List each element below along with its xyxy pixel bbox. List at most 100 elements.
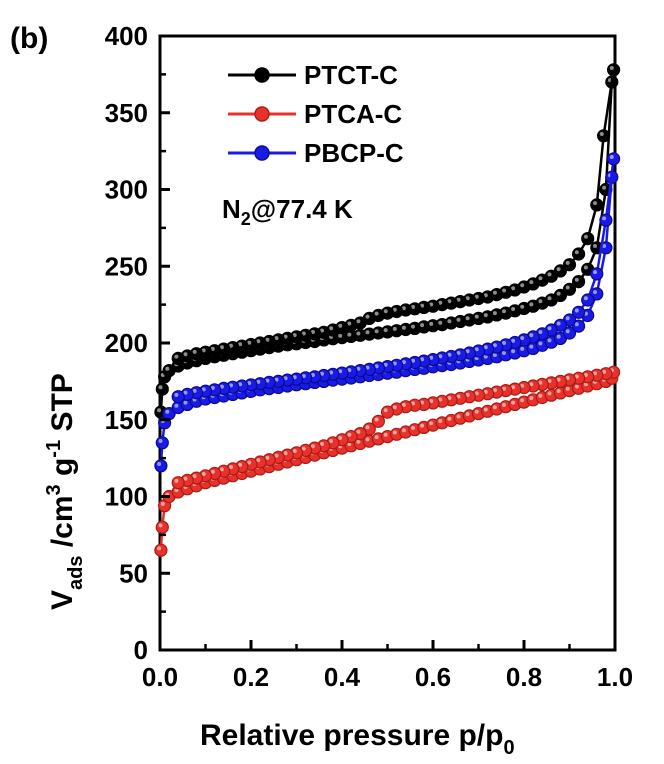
ptct-c-point-highlight xyxy=(538,276,543,281)
pbcp-c-point-highlight xyxy=(593,290,597,295)
ptct-c-point-highlight xyxy=(411,324,415,329)
pbcp-c-point-highlight xyxy=(447,352,452,357)
ptca-c-point-highlight xyxy=(565,386,570,391)
pbcp-c-point-highlight xyxy=(157,462,162,466)
pbcp-c-point-highlight xyxy=(174,403,179,408)
pbcp-c-point-highlight xyxy=(438,354,443,359)
ptct-c-point-highlight xyxy=(565,285,570,290)
pbcp-c-point-highlight xyxy=(547,326,552,331)
ptct-c-point-highlight xyxy=(520,304,525,309)
ptca-c-point-highlight xyxy=(365,437,370,442)
legend-marker-ptct-c xyxy=(254,67,270,83)
ptca-c-point-highlight xyxy=(511,400,516,405)
ptct-c-point-highlight xyxy=(157,408,162,413)
ptca-c-point-highlight xyxy=(292,449,297,453)
ptca-c-point-highlight xyxy=(411,425,415,430)
pbcp-c-point-highlight xyxy=(602,244,607,248)
legend: PTCT-C PTCA-C PBCP-C xyxy=(228,60,404,168)
pbcp-c-point-highlight xyxy=(183,390,188,395)
pbcp-c-point-highlight xyxy=(210,386,215,390)
pbcp-c-point-highlight xyxy=(511,338,516,343)
pbcp-c-point-highlight xyxy=(247,381,252,385)
x-tick-label: 0.4 xyxy=(324,662,361,692)
legend-marker-pbcp-c xyxy=(254,145,270,161)
ptct-c-point-highlight xyxy=(602,185,607,190)
ptct-c-point-highlight xyxy=(283,334,288,339)
ptct-c-point-highlight xyxy=(238,342,243,347)
pbcp-c-desorption-point xyxy=(599,213,613,227)
pbcp-c-point-highlight xyxy=(229,383,233,388)
ptct-c-point-highlight xyxy=(511,286,516,291)
ptct-c-point-highlight xyxy=(301,331,306,336)
ptct-c-point-highlight xyxy=(502,309,506,314)
ptca-c-point-highlight xyxy=(210,469,215,474)
legend-label-pbcp-c: PBCP-C xyxy=(304,138,404,168)
ptct-c-point-highlight xyxy=(583,265,588,270)
ptct-c-point-highlight xyxy=(356,319,361,324)
ptca-c-point-highlight xyxy=(447,396,452,400)
ptct-c-point-highlight xyxy=(201,348,206,353)
ptct-c-point-highlight xyxy=(374,311,379,316)
ptca-c-point-highlight xyxy=(456,394,461,399)
ptca-c-point-highlight xyxy=(438,397,443,402)
ptca-c-point-highlight xyxy=(229,465,233,470)
ptct-c-point-highlight xyxy=(456,317,461,322)
x-tick-label: 0.6 xyxy=(415,662,451,692)
pbcp-c-point-highlight xyxy=(609,155,614,159)
ptct-c-point-highlight xyxy=(365,330,370,335)
pbcp-c-point-highlight xyxy=(329,370,334,375)
ptct-c-point-highlight xyxy=(310,330,315,334)
ptct-c-point-highlight xyxy=(174,354,179,359)
ptct-c-point-highlight xyxy=(183,352,188,357)
pbcp-c-point-highlight xyxy=(565,329,570,334)
ptca-c-point-highlight xyxy=(465,392,470,397)
x-axis-title: Relative pressure p/p0 xyxy=(200,719,515,759)
ptca-c-point-highlight xyxy=(538,380,543,385)
pbcp-c-point-highlight xyxy=(174,392,179,397)
ptca-c-point-highlight xyxy=(520,398,525,403)
ptca-c-point-highlight xyxy=(438,419,443,423)
ptct-c-desorption-point xyxy=(571,247,586,261)
ptct-c-point-highlight xyxy=(556,267,561,272)
ptct-c-point-highlight xyxy=(392,307,397,312)
x-tick-label: 0.0 xyxy=(142,662,178,692)
ptca-c-point-highlight xyxy=(365,425,370,430)
ptct-c-point-highlight xyxy=(210,346,215,351)
pbcp-c-point-highlight xyxy=(201,387,206,392)
ptct-c-point-highlight xyxy=(556,291,561,296)
ptca-c-point-highlight xyxy=(158,523,163,528)
ptct-c-point-highlight xyxy=(438,320,443,325)
legend-entry-pbcp-c: PBCP-C xyxy=(228,138,404,168)
pbcp-c-point-highlight xyxy=(574,308,579,313)
ptca-c-point-highlight xyxy=(219,467,224,472)
plot-area: 0.0 0.2 0.4 0.6 0.8 1.0 0 50 100 150 200 250 300 350… xyxy=(105,21,633,692)
ptct-c-point-highlight xyxy=(474,294,479,299)
ptca-c-point-highlight xyxy=(474,391,479,396)
ptct-c-desorption-point xyxy=(596,129,611,143)
ptct-c-point-highlight xyxy=(265,337,270,342)
ptct-c-point-highlight xyxy=(538,299,543,304)
ptct-c-point-highlight xyxy=(356,331,361,336)
pbcp-c-point-highlight xyxy=(356,366,361,371)
ptct-c-point-highlight xyxy=(465,296,470,301)
ptct-c-point-highlight xyxy=(529,302,534,307)
ptca-c-point-highlight xyxy=(474,409,479,414)
y-tick-label: 300 xyxy=(105,175,148,205)
ptct-c-point-highlight xyxy=(483,313,488,318)
ptct-c-point-highlight xyxy=(229,343,233,348)
pbcp-c-point-highlight xyxy=(556,334,561,339)
ptca-c-point-highlight xyxy=(520,383,525,388)
ptca-c-point-highlight xyxy=(502,386,506,391)
ptct-c-point-highlight xyxy=(599,132,604,136)
ptca-c-point-highlight xyxy=(456,414,461,419)
ptca-c-point-highlight xyxy=(374,417,379,422)
legend-label-ptca-c: PTCA-C xyxy=(304,99,402,129)
ptca-c-point-highlight xyxy=(529,396,534,400)
ptct-c-point-highlight xyxy=(420,323,425,328)
ptct-c-desorption-point xyxy=(590,198,604,212)
x-tick-label: 1.0 xyxy=(597,662,633,692)
ptca-c-point-highlight xyxy=(411,401,415,406)
ptct-c-adsorption-point xyxy=(571,275,586,289)
ptct-c-point-highlight xyxy=(447,299,452,304)
pbcp-c-point-highlight xyxy=(183,400,188,405)
